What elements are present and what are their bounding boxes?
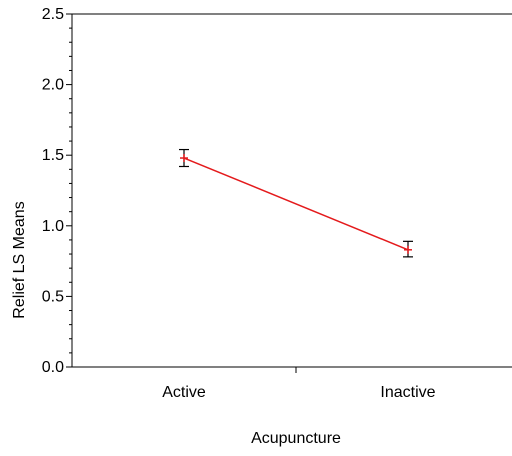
x-axis-title: Acupuncture xyxy=(251,430,341,447)
y-axis-title: Relief LS Means xyxy=(11,201,28,318)
y-tick-label: 0.5 xyxy=(42,288,64,305)
y-tick-label: 2.5 xyxy=(42,6,64,23)
y-tick-label: 1.5 xyxy=(42,147,64,164)
plot-frame xyxy=(71,13,512,368)
y-tick-label: 2.0 xyxy=(42,77,64,94)
y-tick-label: 0.0 xyxy=(42,359,64,376)
x-tick-label: Inactive xyxy=(380,384,435,401)
series-layer xyxy=(179,148,413,258)
series-line xyxy=(183,157,409,251)
x-axis: Active Inactive xyxy=(162,367,436,401)
y-axis: 0.0 0.5 1.0 1.5 2.0 2.5 xyxy=(42,6,72,376)
y-tick-label: 1.0 xyxy=(42,218,64,235)
x-tick-label: Active xyxy=(162,384,206,401)
